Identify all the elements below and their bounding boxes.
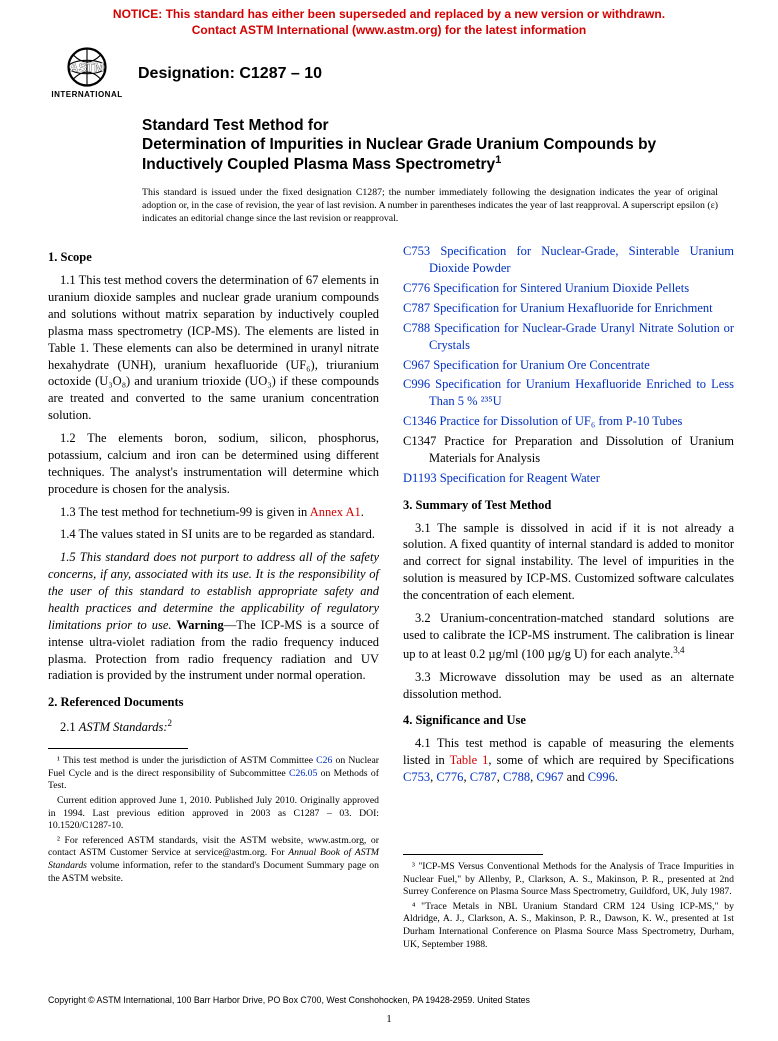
fn1-c2605-link[interactable]: C26.05 — [289, 768, 317, 779]
ref-code[interactable]: C996 — [403, 377, 435, 391]
ref-title[interactable]: Specification for Nuclear-Grade Uranyl N… — [429, 321, 734, 352]
significance-heading: 4. Significance and Use — [403, 712, 734, 729]
spec-link-C967[interactable]: C967 — [536, 770, 563, 784]
designation: Designation: C1287 – 10 — [138, 63, 322, 85]
para-3-3: 3.3 Microwave dissolution may be used as… — [403, 669, 734, 703]
references-list: C753 Specification for Nuclear-Grade, Si… — [403, 243, 734, 486]
copyright-line: Copyright © ASTM International, 100 Barr… — [48, 995, 530, 1007]
ref-title[interactable]: Specification for Uranium Hexafluoride E… — [429, 377, 734, 408]
fn1-c26-link[interactable]: C26 — [316, 755, 332, 766]
ref-title[interactable]: Practice for Dissolution of UF₆ from P-1… — [439, 414, 682, 428]
astm-logo-icon: ASTM — [59, 46, 115, 88]
ref-title[interactable]: Specification for Reagent Water — [440, 471, 600, 485]
scope-heading: 1. Scope — [48, 249, 379, 266]
para-1-5: 1.5 This standard does not purport to ad… — [48, 549, 379, 684]
footnote-rule-right — [403, 854, 543, 855]
annex-a1-link[interactable]: Annex A1 — [310, 505, 361, 519]
astm-logo: ASTM INTERNATIONAL — [48, 46, 126, 101]
para-3-2: 3.2 Uranium-concentration-matched standa… — [403, 610, 734, 663]
spec-link-C753[interactable]: C753 — [403, 770, 430, 784]
notice-line-1: NOTICE: This standard has either been su… — [113, 7, 665, 21]
footnote-1: ¹ This test method is under the jurisdic… — [48, 755, 379, 793]
notice-line-2: Contact ASTM International (www.astm.org… — [192, 23, 586, 37]
ref-code[interactable]: C1346 — [403, 414, 439, 428]
header-row: ASTM INTERNATIONAL Designation: C1287 – … — [0, 42, 778, 101]
spec-link-C776[interactable]: C776 — [436, 770, 463, 784]
page-number: 1 — [386, 1012, 392, 1027]
sub-italic: ASTM Standards: — [79, 720, 168, 734]
ref-C1346: C1346 Practice for Dissolution of UF₆ fr… — [403, 413, 734, 430]
ref-code[interactable]: D1193 — [403, 471, 440, 485]
summary-heading: 3. Summary of Test Method — [403, 497, 734, 514]
sub-num: 2.1 — [60, 720, 79, 734]
para-3-1: 3.1 The sample is dissolved in acid if i… — [403, 520, 734, 604]
p41e: . — [615, 770, 618, 784]
ref-title[interactable]: Specification for Sintered Uranium Dioxi… — [433, 281, 689, 295]
ref-C787: C787 Specification for Uranium Hexafluor… — [403, 300, 734, 317]
footnote-1b: Current edition approved June 1, 2010. P… — [48, 795, 379, 833]
p13-text: 1.3 The test method for technetium-99 is… — [60, 505, 310, 519]
fn2b: volume information, refer to the standar… — [48, 860, 379, 884]
ref-code[interactable]: C967 — [403, 358, 433, 372]
astm-standards-sub: 2.1 ASTM Standards:2 — [48, 717, 379, 736]
p41c: , some of which are required by Specific… — [488, 753, 734, 767]
spec-link-C787[interactable]: C787 — [470, 770, 497, 784]
para-1-4: 1.4 The values stated in SI units are to… — [48, 526, 379, 543]
ref-code: C1347 — [403, 434, 444, 448]
ref-code[interactable]: C776 — [403, 281, 433, 295]
ref-title: Practice for Preparation and Dissolution… — [429, 434, 734, 465]
footnote-rule-left — [48, 748, 188, 749]
issuance-disclaimer: This standard is issued under the fixed … — [142, 187, 718, 225]
warning-label: Warning — [176, 618, 223, 632]
right-column: C753 Specification for Nuclear-Grade, Si… — [403, 243, 734, 953]
footnote-3: ³ "ICP-MS Versus Conventional Methods fo… — [403, 861, 734, 899]
and-sep: and — [563, 770, 587, 784]
spec-link-C996[interactable]: C996 — [588, 770, 615, 784]
sub-sup: 2 — [168, 718, 173, 728]
ref-C788: C788 Specification for Nuclear-Grade Ura… — [403, 320, 734, 354]
svg-text:ASTM: ASTM — [70, 61, 105, 75]
spec-codes: C753, C776, C787, C788, C967 and C996 — [403, 770, 615, 784]
ref-code[interactable]: C753 — [403, 244, 440, 258]
supersession-notice: NOTICE: This standard has either been su… — [0, 0, 778, 42]
logo-text: INTERNATIONAL — [51, 90, 122, 101]
fn1a: ¹ This test method is under the jurisdic… — [57, 755, 316, 766]
refdoc-heading: 2. Referenced Documents — [48, 694, 379, 711]
title-footnote-ref: 1 — [495, 154, 501, 166]
ref-C753: C753 Specification for Nuclear-Grade, Si… — [403, 243, 734, 277]
spec-link-C788[interactable]: C788 — [503, 770, 530, 784]
p32-sup: 3,4 — [673, 645, 684, 655]
body-columns: 1. Scope 1.1 This test method covers the… — [0, 225, 778, 953]
left-column: 1. Scope 1.1 This test method covers the… — [48, 243, 379, 953]
table1-link[interactable]: Table 1 — [450, 753, 489, 767]
ref-title[interactable]: Specification for Uranium Ore Concentrat… — [433, 358, 650, 372]
ref-C967: C967 Specification for Uranium Ore Conce… — [403, 357, 734, 374]
para-1-1: 1.1 This test method covers the determin… — [48, 272, 379, 424]
para-1-3: 1.3 The test method for technetium-99 is… — [48, 504, 379, 521]
ref-D1193: D1193 Specification for Reagent Water — [403, 470, 734, 487]
title-line-2: Determination of Impurities in Nuclear G… — [142, 136, 718, 175]
ref-code[interactable]: C787 — [403, 301, 433, 315]
ref-C776: C776 Specification for Sintered Uranium … — [403, 280, 734, 297]
para-1-2: 1.2 The elements boron, sodium, silicon,… — [48, 430, 379, 498]
title-block: Standard Test Method for Determination o… — [142, 117, 778, 175]
p13-end: . — [361, 505, 364, 519]
footnote-4: ⁴ "Trace Metals in NBL Uranium Standard … — [403, 901, 734, 951]
ref-title[interactable]: Specification for Uranium Hexafluoride f… — [433, 301, 712, 315]
ref-C1347: C1347 Practice for Preparation and Disso… — [403, 433, 734, 467]
ref-C996: C996 Specification for Uranium Hexafluor… — [403, 376, 734, 410]
title-line-1: Standard Test Method for — [142, 117, 718, 136]
title-text: Determination of Impurities in Nuclear G… — [142, 136, 656, 174]
para-4-1: 4.1 This test method is capable of measu… — [403, 735, 734, 786]
footnote-2: ² For referenced ASTM standards, visit t… — [48, 835, 379, 885]
ref-code[interactable]: C788 — [403, 321, 434, 335]
ref-title[interactable]: Specification for Nuclear-Grade, Sintera… — [429, 244, 734, 275]
